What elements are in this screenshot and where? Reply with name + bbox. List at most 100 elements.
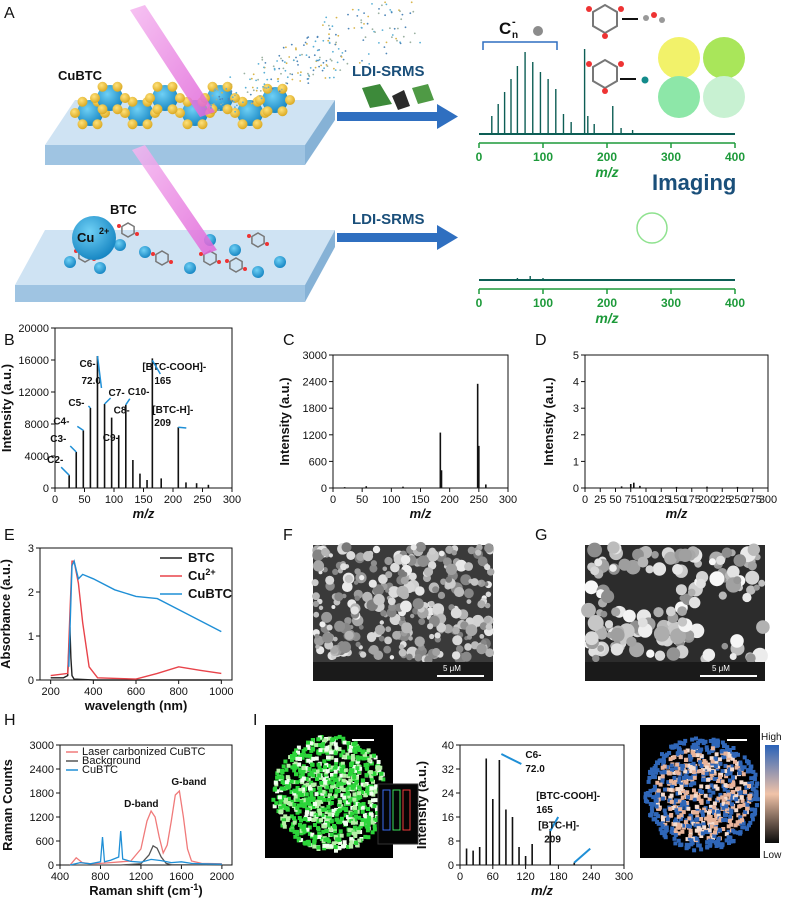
oxygen-atom xyxy=(243,267,247,271)
y-tick-label: 1 xyxy=(573,456,579,468)
pixel xyxy=(748,769,753,774)
annotation-arrow xyxy=(151,360,161,375)
pixel xyxy=(724,832,729,837)
plume-dot xyxy=(299,74,302,76)
pixel xyxy=(334,736,338,741)
pixel xyxy=(678,790,682,795)
pixel xyxy=(701,822,706,827)
pixel xyxy=(281,764,286,769)
pixel xyxy=(297,803,301,808)
tick-label: 300 xyxy=(661,296,681,310)
pixel xyxy=(690,766,695,771)
pixel xyxy=(328,793,332,798)
pixel xyxy=(361,756,366,761)
sem-grain xyxy=(476,643,487,655)
pixel xyxy=(714,759,719,764)
pixel xyxy=(289,790,294,794)
pixel xyxy=(314,756,319,761)
pixel xyxy=(742,765,747,770)
pixel xyxy=(369,754,374,759)
pixel xyxy=(716,779,720,783)
pixel xyxy=(683,763,688,768)
y-tick-label: 4000 xyxy=(25,451,49,463)
pixel xyxy=(700,738,705,743)
pixel xyxy=(286,816,291,821)
btc-label: BTC xyxy=(110,202,137,217)
laser-beam-top xyxy=(130,5,215,117)
pixel xyxy=(726,824,731,829)
pixel xyxy=(378,765,383,770)
pixel xyxy=(340,761,345,766)
pixel xyxy=(684,806,689,810)
pixel xyxy=(328,767,333,772)
pixel xyxy=(369,813,374,818)
x-tick-label: 300 xyxy=(223,494,241,506)
pixel xyxy=(741,821,746,826)
pixel xyxy=(652,784,657,789)
pixel xyxy=(363,752,368,757)
pixel xyxy=(713,757,718,762)
sem-grain xyxy=(683,630,695,641)
pixel xyxy=(697,843,702,848)
pixel xyxy=(677,749,681,754)
peak-label: 72.0 xyxy=(525,764,545,775)
plume-dot xyxy=(263,66,265,69)
sem-grain xyxy=(594,558,603,567)
sem-grain xyxy=(626,636,637,647)
sem-grain xyxy=(485,591,492,598)
pixel xyxy=(309,770,314,775)
pixel xyxy=(706,836,711,841)
pixel xyxy=(373,818,378,822)
plume-dot xyxy=(290,43,293,46)
plume-dot xyxy=(312,69,315,72)
pixel xyxy=(753,789,758,794)
pixel xyxy=(374,805,379,810)
pixel xyxy=(346,741,351,746)
sem-grain xyxy=(379,620,384,625)
pixel xyxy=(753,793,758,798)
pixel xyxy=(334,760,339,765)
pixel xyxy=(660,792,665,797)
plume-dot xyxy=(315,59,318,62)
pixel xyxy=(333,835,338,839)
pixel xyxy=(731,775,735,780)
sem-grain xyxy=(689,596,701,609)
sem-grain xyxy=(718,591,727,600)
sem-grain xyxy=(460,574,472,586)
pixel xyxy=(363,763,368,768)
x-tick-label: 100 xyxy=(637,494,655,506)
pixel xyxy=(333,742,338,747)
pixel xyxy=(755,781,760,786)
sem-grain xyxy=(400,616,406,622)
pixel xyxy=(656,761,661,766)
sem-grain xyxy=(340,563,348,571)
pixel xyxy=(315,777,319,781)
pixel xyxy=(373,786,378,791)
pixel xyxy=(314,792,319,797)
pixel xyxy=(318,788,323,793)
pixel xyxy=(700,768,705,773)
pixel xyxy=(694,804,699,809)
sem-grain xyxy=(432,603,445,615)
pixel xyxy=(315,769,320,774)
pixel xyxy=(719,772,724,777)
pixel xyxy=(704,765,709,770)
pixel xyxy=(651,788,656,793)
plume-dot xyxy=(260,97,263,100)
sem-grain xyxy=(326,624,333,631)
pixel xyxy=(354,791,359,796)
sem-grain xyxy=(359,651,367,658)
pixel xyxy=(695,769,700,774)
pixel xyxy=(731,782,736,787)
plume-dot xyxy=(308,75,311,78)
sem-image-f: 5 μM xyxy=(311,541,495,681)
spectrometer-icon xyxy=(362,84,434,110)
pixel xyxy=(663,812,668,817)
sem-grain xyxy=(645,565,654,574)
pixel xyxy=(745,826,749,831)
sem-grain xyxy=(485,623,493,631)
y-tick-label: 24 xyxy=(442,788,454,800)
plume-dot xyxy=(291,78,294,81)
plume-dot xyxy=(335,41,337,44)
cu-ion-label: Cu 2+ xyxy=(72,216,116,260)
